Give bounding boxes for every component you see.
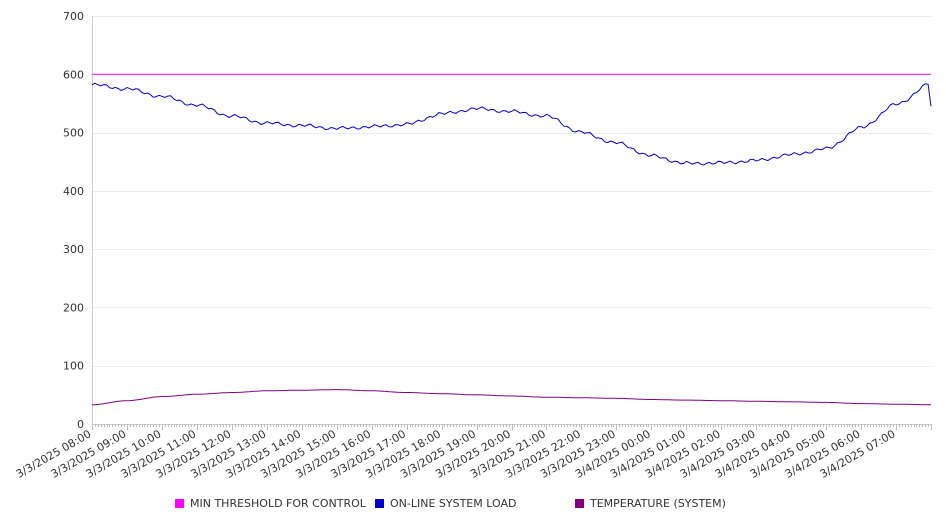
y-tick-label-500: 500 — [63, 127, 84, 140]
y-tick-label-200: 200 — [63, 301, 84, 314]
y-tick-label-100: 100 — [63, 360, 84, 373]
y-tick-label-0: 0 — [77, 418, 84, 431]
legend-item-system-load: ON-LINE SYSTEM LOAD — [375, 497, 516, 510]
series-lines — [91, 73, 932, 406]
legend-item-temperature: TEMPERATURE (SYSTEM) — [575, 497, 726, 510]
legend-item-min-threshold: MIN THRESHOLD FOR CONTROL — [175, 497, 366, 510]
legend-label-system-load: ON-LINE SYSTEM LOAD — [390, 497, 517, 510]
legend-swatch-min-threshold — [175, 499, 184, 508]
legend-label-min-threshold: MIN THRESHOLD FOR CONTROL — [190, 497, 366, 510]
axes — [92, 16, 932, 430]
legend-swatch-system-load — [375, 499, 384, 508]
x-axis-tick-labels: 3/3/2025 08:003/3/2025 09:003/3/2025 10:… — [14, 427, 898, 481]
legend: MIN THRESHOLD FOR CONTROL ON-LINE SYSTEM… — [0, 497, 946, 515]
gridlines — [92, 16, 931, 367]
y-tick-label-700: 700 — [63, 10, 84, 23]
y-tick-label-400: 400 — [63, 185, 84, 198]
series-line-system-load — [91, 82, 932, 166]
legend-label-temperature: TEMPERATURE (SYSTEM) — [590, 497, 726, 510]
y-axis-tick-labels: 0 100 200 300 400 500 600 700 — [63, 10, 84, 431]
legend-swatch-temperature — [575, 499, 584, 508]
y-tick-label-300: 300 — [63, 243, 84, 256]
y-tick-label-600: 600 — [63, 68, 84, 81]
series-line-temperature — [91, 389, 932, 406]
